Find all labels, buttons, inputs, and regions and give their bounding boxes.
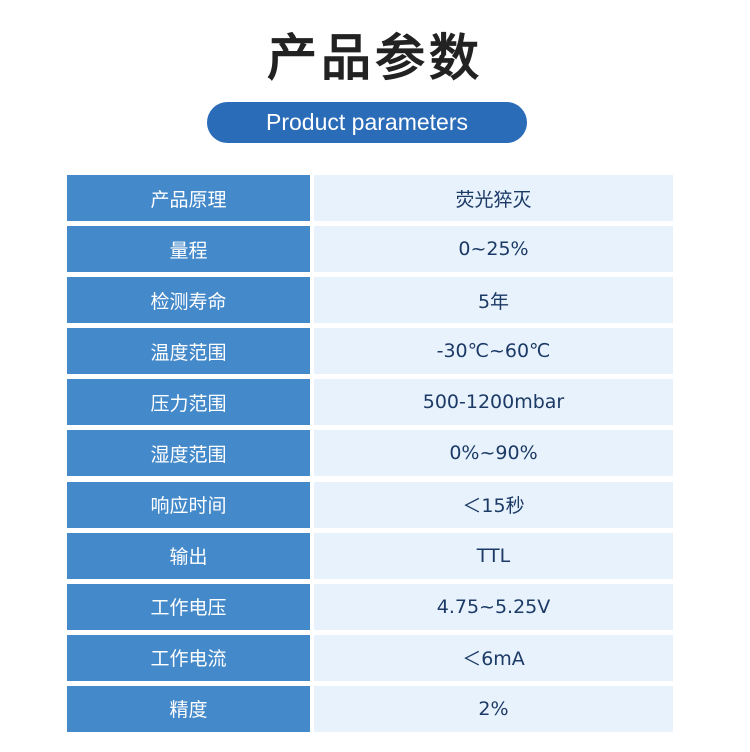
param-value: -30℃~60℃ [314, 328, 673, 375]
table-row: 产品原理 荧光猝灭 [67, 175, 673, 221]
param-value: ＜15秒 [314, 481, 673, 528]
param-value: 0%~90% [314, 430, 673, 477]
param-name: 精度 [67, 685, 310, 732]
param-name: 量程 [67, 226, 310, 273]
param-value: 荧光猝灭 [314, 175, 673, 221]
param-value: TTL [314, 532, 673, 579]
param-name: 温度范围 [67, 328, 310, 375]
param-name: 检测寿命 [67, 277, 310, 324]
subtitle-badge: Product parameters [207, 102, 527, 143]
param-name: 湿度范围 [67, 430, 310, 477]
param-value: 500-1200mbar [314, 379, 673, 426]
table-row: 检测寿命 5年 [67, 277, 673, 324]
table-row: 压力范围 500-1200mbar [67, 379, 673, 426]
param-value: ＜6mA [314, 634, 673, 681]
param-name: 输出 [67, 532, 310, 579]
param-name: 工作电流 [67, 634, 310, 681]
parameters-table: 产品原理 荧光猝灭 量程 0~25% 检测寿命 5年 温度范围 -30℃~60℃ 压力范围 500… [67, 175, 673, 737]
param-value: 0~25% [314, 226, 673, 273]
table-row: 精度 2% [67, 685, 673, 732]
param-value: 2% [314, 685, 673, 732]
param-name: 压力范围 [67, 379, 310, 426]
page-title: 产品参数 [267, 29, 483, 87]
param-name: 产品原理 [67, 175, 310, 221]
table-row: 量程 0~25% [67, 226, 673, 273]
table-row: 湿度范围 0%~90% [67, 430, 673, 477]
table-row: 工作电流 ＜6mA [67, 634, 673, 681]
param-value: 4.75~5.25V [314, 583, 673, 630]
param-name: 响应时间 [67, 481, 310, 528]
param-value: 5年 [314, 277, 673, 324]
param-name: 工作电压 [67, 583, 310, 630]
table-row: 工作电压 4.75~5.25V [67, 583, 673, 630]
table-row: 温度范围 -30℃~60℃ [67, 328, 673, 375]
table-row: 响应时间 ＜15秒 [67, 481, 673, 528]
table-row: 输出 TTL [67, 532, 673, 579]
